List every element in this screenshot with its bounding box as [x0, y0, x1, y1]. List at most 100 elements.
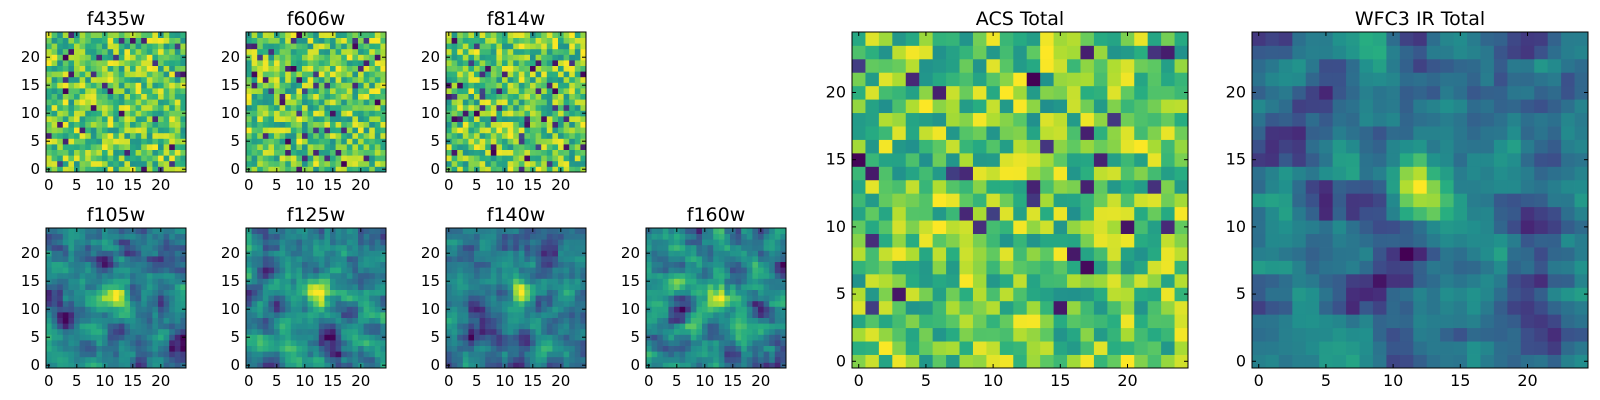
- heatmap-cell: [57, 71, 64, 78]
- heatmap-cell: [124, 37, 131, 44]
- heatmap-cell: [735, 233, 742, 240]
- heatmap-cell: [46, 289, 52, 296]
- heatmap-cell: [474, 110, 480, 117]
- heatmap-cell: [62, 267, 69, 274]
- heatmap-cell: [646, 351, 652, 358]
- heatmap-cell: [174, 317, 181, 324]
- heatmap-cell: [657, 334, 664, 341]
- heatmap-cell: [1026, 260, 1041, 275]
- heatmap-cell: [152, 295, 159, 302]
- heatmap-cell: [1174, 260, 1189, 275]
- heatmap-cell: [932, 152, 947, 167]
- heatmap-cell: [724, 317, 731, 324]
- x-tick-label: 5: [272, 372, 282, 390]
- heatmap-cell: [174, 43, 181, 50]
- heatmap-cell: [457, 317, 464, 324]
- heatmap-cell: [113, 132, 120, 139]
- heatmap-cell: [290, 244, 297, 251]
- heatmap-cell: [96, 362, 103, 369]
- heatmap-cell: [518, 284, 525, 290]
- heatmap-cell: [462, 65, 469, 72]
- heatmap-cell: [685, 323, 692, 330]
- heatmap-cell: [374, 323, 381, 330]
- heatmap-cell: [496, 93, 503, 100]
- heatmap-cell: [972, 179, 987, 194]
- y-tick-label: 0: [430, 356, 440, 374]
- heatmap-cell: [163, 239, 170, 246]
- heatmap-cell: [724, 267, 731, 274]
- heatmap-cell: [685, 356, 692, 363]
- heatmap-cell: [752, 239, 759, 246]
- heatmap-cell: [1134, 193, 1149, 208]
- heatmap-cell: [369, 306, 376, 313]
- heatmap-cell: [502, 239, 508, 246]
- heatmap-cell: [668, 340, 675, 346]
- heatmap-cell: [535, 166, 542, 173]
- heatmap-cell: [1093, 247, 1108, 261]
- heatmap-cell: [474, 267, 480, 274]
- heatmap-cell: [674, 239, 680, 246]
- heatmap-cell: [130, 116, 136, 122]
- heatmap-cell: [85, 104, 92, 111]
- heatmap-cell: [513, 37, 520, 44]
- heatmap-cell: [865, 341, 880, 355]
- heatmap-cell: [685, 239, 692, 246]
- heatmap-cell: [479, 132, 486, 139]
- heatmap-cell: [485, 99, 492, 106]
- heatmap-cell: [502, 132, 508, 139]
- heatmap-cell: [662, 300, 669, 307]
- heatmap-cell: [79, 155, 86, 162]
- heatmap-cell: [380, 116, 387, 122]
- heatmap-cell: [174, 272, 181, 279]
- heatmap-cell: [152, 244, 159, 251]
- heatmap-cell: [758, 267, 764, 274]
- heatmap-cell: [251, 334, 258, 341]
- heatmap-cell: [79, 43, 86, 50]
- heatmap-cell: [330, 306, 336, 313]
- heatmap-cell: [262, 37, 269, 44]
- heatmap-cell: [490, 65, 497, 72]
- heatmap-cell: [158, 261, 164, 268]
- heatmap-cell: [552, 278, 559, 285]
- heatmap-cell: [530, 312, 536, 318]
- heatmap-cell: [474, 233, 480, 240]
- heatmap-cell: [118, 323, 125, 330]
- heatmap-cell: [451, 82, 458, 89]
- heatmap-cell: [107, 244, 114, 251]
- heatmap-cell: [302, 144, 308, 150]
- heatmap-cell: [113, 244, 120, 251]
- heatmap-cell: [135, 284, 142, 290]
- heatmap-cell: [152, 76, 159, 83]
- heatmap-cell: [313, 71, 320, 78]
- heatmap-cell: [580, 155, 587, 162]
- heatmap-cell: [1026, 273, 1041, 288]
- heatmap-cell: [257, 48, 264, 55]
- heatmap-cell: [646, 356, 652, 363]
- heatmap-cell: [502, 121, 508, 128]
- heatmap-cell: [262, 116, 269, 122]
- heatmap-cell: [685, 340, 692, 346]
- heatmap-cell: [318, 267, 325, 274]
- x-tick-label: 10: [295, 176, 314, 194]
- heatmap-cell: [107, 60, 114, 66]
- heatmap-cell: [141, 138, 148, 145]
- heatmap-cell: [763, 289, 770, 296]
- heatmap-cell: [541, 351, 548, 358]
- heatmap-cell: [374, 306, 381, 313]
- heatmap-cell: [546, 261, 553, 268]
- heatmap-cell: [502, 149, 508, 156]
- heatmap-cell: [569, 99, 576, 106]
- heatmap-cell: [569, 306, 576, 313]
- heatmap-cell: [513, 43, 520, 50]
- heatmap-cell: [507, 306, 514, 313]
- heatmap-cell: [1013, 247, 1028, 261]
- heatmap-cell: [707, 340, 714, 346]
- heatmap-cell: [646, 261, 652, 268]
- heatmap-cell: [490, 71, 497, 78]
- heatmap-cell: [518, 261, 525, 268]
- heatmap-cell: [468, 144, 475, 150]
- heatmap-cell: [502, 267, 508, 274]
- heatmap-cell: [502, 116, 508, 122]
- heatmap-cell: [1147, 287, 1162, 302]
- heatmap-cell: [124, 132, 131, 139]
